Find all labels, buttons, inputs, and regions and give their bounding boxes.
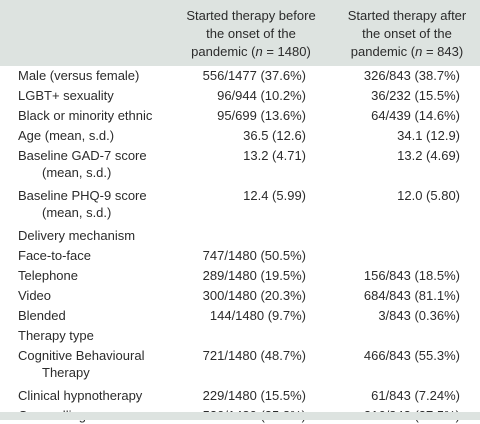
- row-label-continuation: (mean, s.d.): [42, 165, 112, 180]
- row-label-text: LGBT+ sexuality: [18, 88, 114, 103]
- cell-after-onset: 13.2 (4.69): [397, 148, 460, 163]
- cell-after-onset: 466/843 (55.3%): [363, 348, 460, 363]
- row-label-text: Clinical hypnotherapy: [18, 388, 143, 403]
- column-header-after-line3-pre: pandemic (: [350, 44, 416, 59]
- cell-before-onset: 289/1480 (19.5%): [202, 268, 306, 283]
- cell-after-onset: 156/843 (18.5%): [363, 268, 460, 283]
- row-label-continuation: (mean, s.d.): [42, 205, 112, 220]
- table-footer-band: [0, 412, 480, 420]
- cell-before-onset: 12.4 (5.99): [243, 188, 306, 203]
- column-header-before: Started therapy before the onset of the …: [168, 4, 334, 64]
- row-label-continuation: Therapy: [42, 365, 90, 380]
- cell-before-onset: 229/1480 (15.5%): [202, 388, 306, 403]
- cell-before-onset: 96/944 (10.2%): [217, 88, 306, 103]
- row-label-text: Face-to-face: [18, 248, 91, 263]
- row-label: Age (mean, s.d.): [18, 127, 188, 144]
- row-label-text: Cognitive Behavioural: [18, 348, 145, 363]
- row-label: Video: [18, 287, 188, 304]
- table-header-background: [0, 0, 480, 66]
- cell-before-onset: 721/1480 (48.7%): [202, 348, 306, 363]
- row-label-text: Baseline GAD-7 score: [18, 148, 147, 163]
- row-label: Cognitive Behavioural Therapy: [18, 347, 188, 381]
- row-label: Black or minority ethnic: [18, 107, 188, 124]
- column-header-before-line3-pre: pandemic (: [191, 44, 256, 59]
- row-label-text: Male (versus female): [18, 68, 140, 83]
- row-label-text: Black or minority ethnic: [18, 108, 153, 123]
- row-label: Blended: [18, 307, 188, 324]
- column-header-after: Started therapy after the onset of the p…: [334, 4, 480, 64]
- row-label: Baseline GAD-7 score (mean, s.d.): [18, 147, 188, 181]
- cell-before-onset: 300/1480 (20.3%): [202, 288, 306, 303]
- column-header-after-n: n: [415, 44, 423, 59]
- row-label: LGBT+ sexuality: [18, 87, 188, 104]
- column-header-after-line1: Started therapy after: [347, 8, 467, 23]
- row-label-text: Therapy type: [18, 328, 94, 343]
- row-label-text: Age (mean, s.d.): [18, 128, 115, 143]
- row-label: Face-to-face: [18, 247, 188, 264]
- cell-before-onset: 747/1480 (50.5%): [202, 248, 306, 263]
- row-label: Clinical hypnotherapy: [18, 387, 188, 404]
- column-header-after-line3-post: = 843): [422, 44, 464, 59]
- cell-after-onset: 64/439 (14.6%): [371, 108, 460, 123]
- cell-after-onset: 326/843 (38.7%): [363, 68, 460, 83]
- cell-before-onset: 36.5 (12.6): [243, 128, 306, 143]
- column-header-before-line2: the onset of the: [206, 26, 296, 41]
- column-header-before-n: n: [255, 44, 263, 59]
- cell-before-onset: 13.2 (4.71): [243, 148, 306, 163]
- row-label: Male (versus female): [18, 67, 188, 84]
- row-label: Telephone: [18, 267, 188, 284]
- row-label-text: Delivery mechanism: [18, 228, 136, 243]
- row-label: Therapy type: [18, 327, 188, 344]
- row-label-text: Telephone: [18, 268, 78, 283]
- row-label-text: Video: [18, 288, 52, 303]
- cell-after-onset: 3/843 (0.36%): [378, 308, 460, 323]
- cell-after-onset: 36/232 (15.5%): [371, 88, 460, 103]
- cell-after-onset: 34.1 (12.9): [397, 128, 460, 143]
- cell-after-onset: 12.0 (5.80): [397, 188, 460, 203]
- cell-before-onset: 556/1477 (37.6%): [202, 68, 306, 83]
- row-label: Baseline PHQ-9 score (mean, s.d.): [18, 187, 188, 221]
- cell-after-onset: 684/843 (81.1%): [363, 288, 460, 303]
- row-label: Delivery mechanism: [18, 227, 188, 244]
- row-label-text: Baseline PHQ-9 score: [18, 188, 147, 203]
- column-header-before-line1: Started therapy before: [186, 8, 316, 23]
- cell-after-onset: 61/843 (7.24%): [371, 388, 460, 403]
- cell-before-onset: 144/1480 (9.7%): [209, 308, 306, 323]
- cell-before-onset: 95/699 (13.6%): [217, 108, 306, 123]
- column-header-after-line2: the onset of the: [362, 26, 452, 41]
- row-label-text: Blended: [18, 308, 66, 323]
- column-header-before-line3-post: = 1480): [262, 44, 311, 59]
